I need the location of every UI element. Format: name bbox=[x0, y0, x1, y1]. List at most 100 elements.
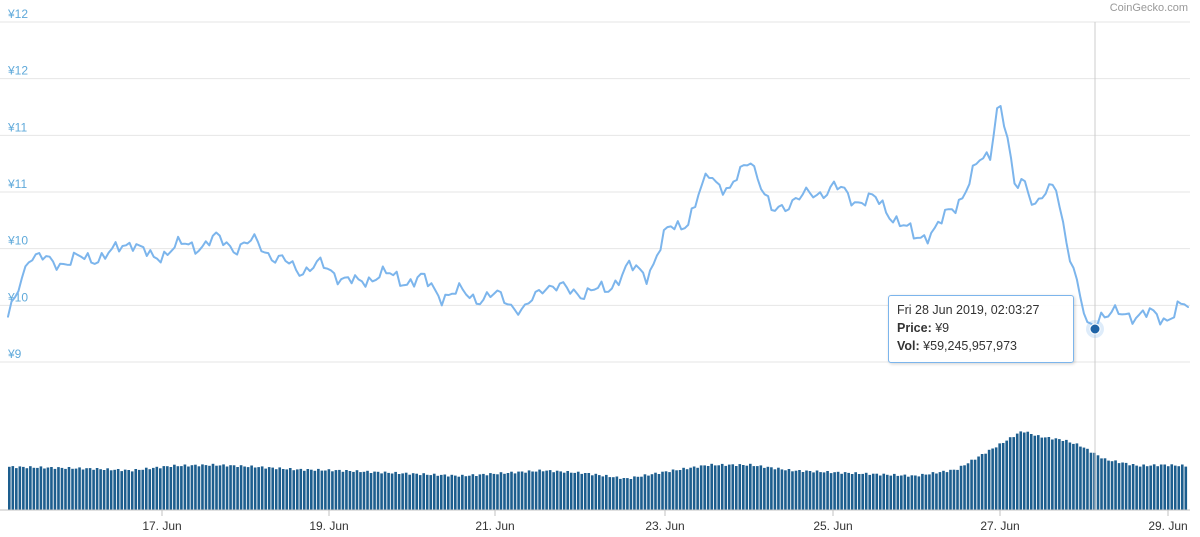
volume-bar bbox=[815, 470, 819, 510]
volume-bar bbox=[144, 467, 148, 510]
volume-bar bbox=[1079, 446, 1082, 510]
volume-bar bbox=[654, 472, 657, 510]
volume-bar bbox=[88, 468, 92, 510]
volume-bar bbox=[74, 468, 78, 510]
volume-bar bbox=[18, 466, 22, 510]
volume-bar bbox=[647, 475, 650, 510]
volume-bar bbox=[847, 472, 850, 510]
volume-bar bbox=[608, 477, 612, 510]
volume-bar bbox=[671, 469, 675, 510]
volume-bar bbox=[281, 469, 285, 510]
volume-bar bbox=[896, 475, 900, 510]
volume-bar bbox=[267, 467, 271, 510]
volume-bar bbox=[1082, 447, 1086, 510]
volume-bar bbox=[836, 471, 840, 510]
volume-bar bbox=[320, 470, 324, 510]
volume-bar bbox=[299, 468, 303, 510]
volume-bar bbox=[183, 464, 187, 510]
tooltip-price-value: ¥9 bbox=[935, 321, 950, 335]
volume-bar bbox=[805, 470, 808, 510]
volume-bar bbox=[246, 467, 250, 510]
volume-bar bbox=[780, 469, 784, 510]
volume-bar bbox=[324, 470, 327, 510]
volume-bar bbox=[288, 468, 292, 510]
volume-bar bbox=[777, 467, 780, 510]
volume-bar bbox=[1036, 435, 1040, 510]
volume-bar bbox=[506, 473, 510, 510]
volume-bar bbox=[889, 475, 893, 510]
volume-bar bbox=[67, 467, 71, 510]
volume-bar bbox=[1075, 443, 1079, 510]
volume-bar bbox=[791, 471, 794, 510]
volume-bar bbox=[956, 469, 959, 510]
volume-bar bbox=[285, 469, 289, 510]
volume-bar bbox=[756, 466, 759, 510]
volume-bar bbox=[134, 469, 138, 510]
volume-bar bbox=[583, 473, 587, 510]
volume-bar bbox=[717, 465, 721, 510]
volume-bar bbox=[271, 467, 274, 510]
price-line-series[interactable] bbox=[7, 105, 1189, 328]
volume-bar bbox=[1131, 464, 1135, 510]
volume-bar bbox=[1121, 462, 1124, 510]
volume-bar bbox=[113, 469, 116, 510]
volume-bar bbox=[436, 475, 440, 510]
volume-bar bbox=[710, 463, 713, 510]
volume-bar bbox=[1061, 441, 1065, 510]
hover-marker[interactable] bbox=[1089, 323, 1101, 335]
volume-bar bbox=[580, 473, 584, 510]
volume-bar bbox=[1124, 462, 1128, 510]
volume-bar bbox=[429, 475, 433, 510]
volume-bar bbox=[664, 471, 668, 510]
volume-bar bbox=[1138, 466, 1142, 510]
volume-bar bbox=[260, 466, 264, 510]
volume-bar bbox=[794, 470, 798, 510]
volume-bar bbox=[489, 473, 492, 510]
volume-bar bbox=[46, 467, 50, 510]
volume-bar bbox=[471, 474, 475, 510]
volume-bar bbox=[720, 463, 724, 510]
volume-bar bbox=[348, 471, 352, 510]
volume-bar bbox=[724, 465, 728, 510]
volume-bar bbox=[861, 473, 864, 510]
credit-text[interactable]: CoinGecko.com bbox=[1110, 2, 1188, 14]
volume-bar bbox=[1019, 431, 1023, 510]
volume-bar bbox=[425, 474, 429, 510]
volume-bar bbox=[1015, 433, 1019, 510]
volume-bar bbox=[854, 472, 857, 510]
volume-bar bbox=[773, 469, 777, 510]
volume-bar bbox=[510, 471, 513, 510]
volume-bar bbox=[907, 476, 910, 510]
tooltip-vol-row: Vol: ¥59,245,957,973 bbox=[897, 337, 1065, 355]
x-tick-label: 19. Jun bbox=[309, 519, 348, 533]
volume-bar bbox=[808, 471, 812, 510]
volume-bar bbox=[141, 469, 145, 510]
volume-bar bbox=[636, 476, 640, 510]
volume-bar bbox=[991, 448, 994, 510]
volume-bar bbox=[218, 465, 222, 510]
volume-bar bbox=[439, 474, 443, 510]
volume-bar bbox=[706, 466, 710, 510]
volume-bar bbox=[292, 470, 296, 510]
volume-bar bbox=[1100, 458, 1103, 510]
volume-bar bbox=[1096, 455, 1100, 510]
volume-bar bbox=[766, 466, 770, 510]
volume-bar bbox=[443, 474, 447, 510]
volume-bar bbox=[938, 472, 942, 510]
volume-bar bbox=[397, 474, 401, 510]
x-tick-label: 27. Jun bbox=[980, 519, 1019, 533]
volume-bar bbox=[1173, 465, 1177, 510]
volume-bar bbox=[250, 465, 253, 510]
volume-bar bbox=[917, 476, 921, 510]
volume-bar bbox=[1103, 458, 1107, 510]
volume-bar bbox=[475, 476, 478, 510]
volume-bar bbox=[25, 468, 29, 510]
volume-bar bbox=[159, 468, 162, 510]
volume-bar bbox=[629, 479, 633, 510]
volume-bar bbox=[415, 473, 418, 510]
volume-bar bbox=[643, 474, 647, 510]
volume-bar bbox=[970, 459, 973, 510]
volume-bar bbox=[1149, 465, 1152, 510]
volume-bar bbox=[190, 465, 194, 510]
y-grid-lines bbox=[0, 21, 1190, 363]
